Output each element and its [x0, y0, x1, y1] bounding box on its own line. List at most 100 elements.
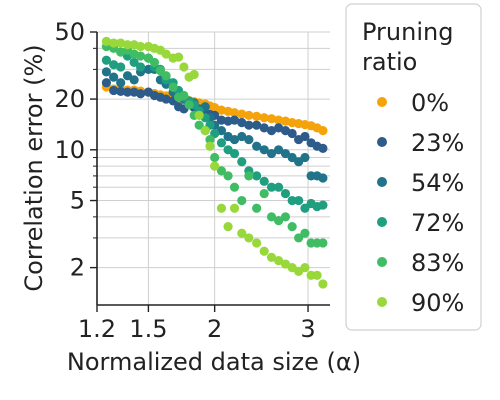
data-point — [266, 114, 277, 124]
data-point — [237, 131, 247, 142]
data-point — [229, 148, 240, 159]
data-point — [259, 246, 269, 256]
data-point — [274, 115, 284, 125]
data-point — [266, 252, 277, 262]
y-tick-labels: 2 5 10 20 50 — [54, 18, 85, 282]
legend-marker — [377, 257, 387, 267]
data-point — [109, 38, 119, 48]
x-tick-labels: 1.2 1.5 2 3 — [78, 315, 316, 343]
data-point — [280, 188, 291, 199]
data-point — [161, 49, 171, 59]
data-point — [194, 120, 204, 130]
data-point — [173, 52, 184, 62]
data-point — [101, 36, 112, 46]
data-point — [237, 228, 247, 238]
data-point — [149, 57, 160, 68]
y-tick-label: 10 — [54, 136, 85, 164]
data-point — [109, 72, 119, 82]
data-point — [287, 222, 297, 232]
legend-marker — [377, 177, 387, 187]
data-point — [184, 100, 194, 110]
data-point — [280, 148, 291, 159]
data-point — [252, 171, 262, 181]
data-point — [318, 200, 328, 210]
y-tick-label: 2 — [70, 254, 85, 282]
legend-marker — [377, 217, 387, 227]
legend-label: 72% — [411, 209, 464, 237]
data-point — [122, 40, 133, 50]
data-point — [318, 143, 328, 153]
data-point — [229, 115, 240, 125]
legend-marker — [377, 137, 387, 147]
data-point — [205, 134, 215, 145]
data-point — [300, 131, 310, 142]
data-point — [318, 173, 328, 183]
data-point — [194, 110, 204, 121]
data-point — [318, 126, 328, 136]
data-point — [259, 123, 269, 133]
data-point — [161, 94, 171, 104]
y-tick-label: 20 — [54, 85, 85, 113]
data-point — [237, 195, 247, 206]
data-point — [179, 62, 189, 72]
data-point — [129, 57, 139, 68]
grid — [96, 31, 330, 305]
data-point — [244, 171, 254, 181]
data-point — [266, 126, 277, 136]
data-point — [216, 166, 227, 176]
data-point — [179, 90, 189, 101]
data-point — [300, 263, 310, 273]
data-point — [229, 203, 240, 213]
legend-title: Pruning — [362, 18, 453, 46]
legend: Pruning ratio 0% 23% 54% 72% 83% 90% — [345, 3, 482, 331]
data-point — [116, 78, 126, 88]
data-point — [122, 71, 133, 81]
data-point — [101, 78, 112, 88]
data-point — [223, 222, 233, 232]
x-tick-label: 1.5 — [129, 315, 167, 343]
legend-label: 83% — [411, 249, 464, 277]
data-point — [210, 152, 220, 163]
data-point — [318, 279, 328, 289]
data-points — [101, 36, 328, 289]
data-point — [216, 203, 227, 213]
data-point — [189, 69, 199, 80]
data-point — [135, 89, 146, 99]
x-tick-label: 1.2 — [78, 315, 116, 343]
legend-label: 23% — [411, 129, 464, 157]
legend-label: 0% — [411, 89, 449, 117]
data-point — [237, 109, 247, 119]
data-point — [287, 195, 297, 206]
data-point — [229, 108, 240, 118]
y-axis-label: Correlation error (%) — [20, 44, 48, 291]
data-point — [223, 171, 233, 181]
x-tick-label: 3 — [300, 315, 315, 343]
legend-marker — [377, 97, 387, 107]
data-point — [161, 71, 171, 81]
data-point — [122, 87, 133, 97]
data-point — [237, 157, 247, 167]
data-point — [252, 238, 262, 248]
data-point — [135, 51, 146, 61]
data-point — [318, 238, 328, 248]
data-point — [200, 126, 210, 136]
legend-marker — [377, 297, 387, 307]
data-point — [216, 138, 227, 148]
data-point — [294, 195, 304, 206]
data-point — [300, 152, 310, 163]
data-point — [109, 60, 119, 70]
data-point — [129, 75, 139, 85]
data-point — [244, 233, 254, 243]
data-point — [252, 111, 262, 121]
data-point — [294, 233, 304, 243]
data-point — [274, 182, 284, 192]
data-point — [101, 55, 112, 65]
data-point — [252, 203, 262, 213]
data-point — [229, 182, 240, 192]
data-point — [135, 41, 146, 52]
data-point — [135, 62, 146, 72]
data-point — [210, 161, 220, 171]
data-point — [244, 134, 254, 145]
axes — [90, 31, 330, 312]
